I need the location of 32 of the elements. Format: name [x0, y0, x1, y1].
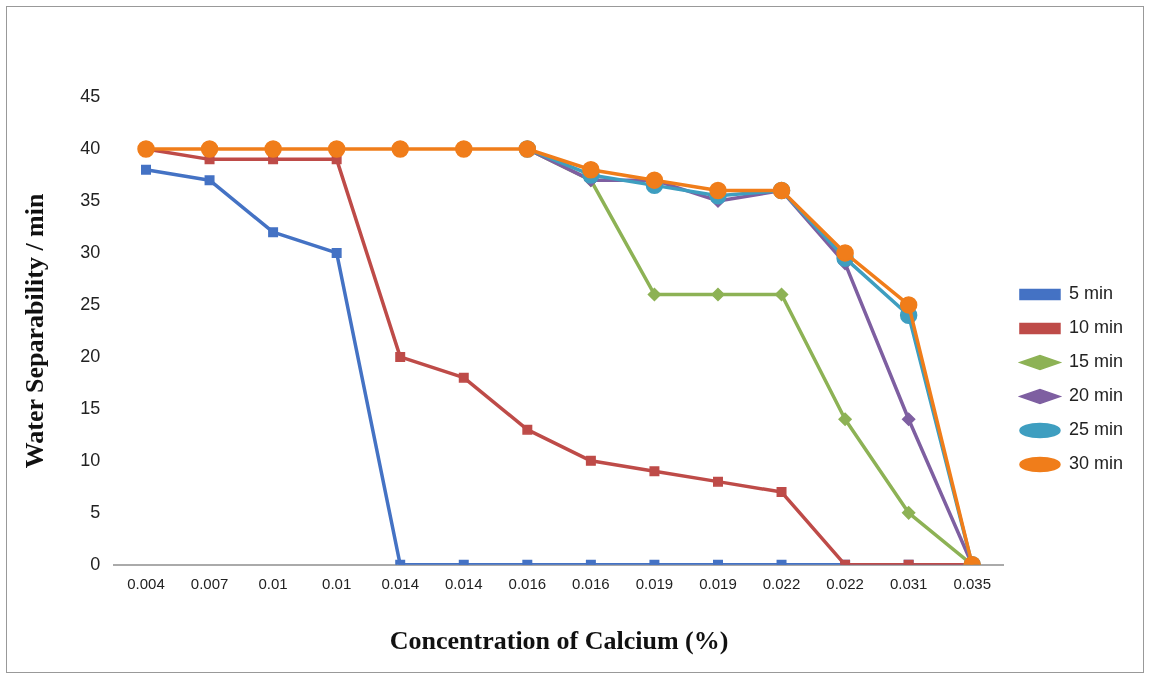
- x-tick-label: 0.016: [508, 574, 547, 592]
- legend-label: 25 min: [1068, 419, 1123, 440]
- x-tick-label: 0.01: [322, 574, 352, 592]
- legend-label: 5 min: [1068, 283, 1113, 304]
- y-tick-label: 20: [80, 345, 101, 366]
- y-axis-title: Water Separability / min: [20, 193, 50, 469]
- legend-label: 30 min: [1068, 453, 1123, 474]
- y-tick-label: 25: [80, 293, 101, 314]
- y-tick-label: 15: [80, 397, 101, 418]
- x-tick-label: 0.016: [572, 574, 610, 592]
- y-tick-label: 0: [90, 553, 101, 574]
- y-tick-label: 5: [90, 501, 101, 522]
- x-tick-label: 0.031: [889, 574, 928, 592]
- x-tick-label: 0.01: [258, 574, 288, 592]
- y-tick-label: 30: [80, 241, 101, 262]
- x-tick-label: 0.007: [190, 574, 229, 592]
- legend-label: 10 min: [1068, 317, 1123, 338]
- x-tick-label: 0.019: [635, 574, 674, 592]
- y-tick-label: 35: [80, 189, 101, 210]
- y-tick-label: 45: [80, 85, 101, 106]
- x-axis-title: Concentration of Calcium (%): [389, 626, 729, 656]
- x-tick-label: 0.035: [953, 574, 991, 592]
- legend-label: 15 min: [1068, 351, 1123, 372]
- x-tick-label: 0.004: [127, 574, 165, 592]
- x-tick-label: 0.022: [762, 574, 801, 592]
- x-tick-label: 0.022: [826, 574, 864, 592]
- x-tick-label: 0.019: [699, 574, 737, 592]
- y-tick-label: 40: [80, 137, 101, 158]
- x-tick-label: 0.014: [444, 574, 483, 592]
- x-tick-label: 0.014: [381, 574, 419, 592]
- y-tick-label: 10: [80, 449, 101, 470]
- legend-label: 20 min: [1068, 385, 1123, 406]
